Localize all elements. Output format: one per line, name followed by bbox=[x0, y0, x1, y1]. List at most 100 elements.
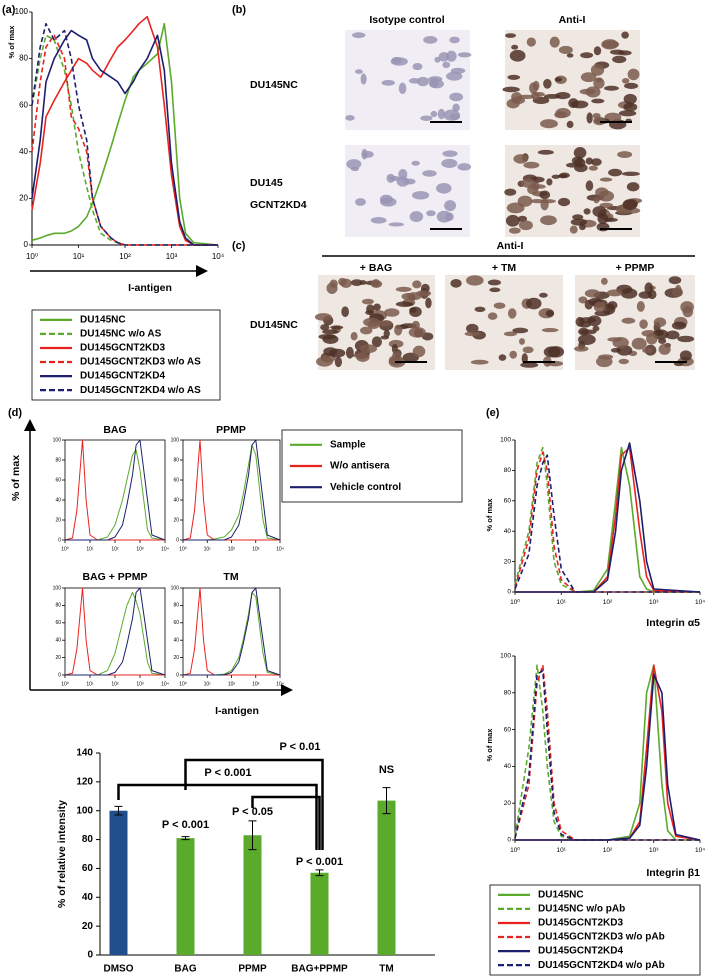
cell bbox=[329, 279, 338, 289]
y-tick-label: 0 bbox=[507, 589, 511, 596]
cell bbox=[370, 280, 383, 288]
cell bbox=[658, 338, 667, 344]
cell bbox=[585, 157, 594, 165]
x-tick-label: 10³ bbox=[136, 681, 144, 687]
cell bbox=[428, 76, 443, 82]
legend-label: DU145GCNT2KD4 w/o AS bbox=[80, 385, 201, 396]
cell bbox=[504, 188, 517, 196]
x-tick-label: 10¹ bbox=[73, 252, 85, 261]
y-axis-label: % of max bbox=[485, 728, 494, 762]
cell bbox=[593, 196, 600, 204]
x-tick-label: 10¹ bbox=[204, 681, 212, 687]
legend-label: DU145NC bbox=[538, 889, 584, 900]
y-tick-label: 20 bbox=[19, 194, 28, 203]
cell bbox=[430, 110, 438, 118]
y-axis-label: % of max bbox=[7, 25, 16, 59]
y-tick-label: 60 bbox=[55, 477, 61, 483]
cell bbox=[487, 279, 502, 286]
cell bbox=[617, 151, 633, 158]
x-tick-label: 10³ bbox=[252, 681, 260, 687]
cell bbox=[546, 178, 553, 186]
cell bbox=[395, 301, 414, 307]
cell bbox=[449, 92, 464, 102]
cell bbox=[539, 119, 558, 129]
cell bbox=[602, 304, 616, 315]
y-tick-label: 100 bbox=[53, 585, 62, 591]
cell bbox=[566, 53, 574, 58]
cell bbox=[580, 52, 594, 59]
cell bbox=[593, 116, 606, 126]
column-label: Isotype control bbox=[369, 14, 444, 26]
series-line bbox=[31, 22, 218, 246]
cell bbox=[677, 335, 695, 343]
x-axis-label: I-antigen bbox=[215, 705, 259, 717]
cell bbox=[436, 182, 452, 194]
series-line bbox=[31, 29, 218, 246]
y-tick-label: 80 bbox=[504, 467, 512, 474]
cell bbox=[540, 215, 557, 226]
y-axis-label: % of max bbox=[10, 455, 22, 501]
x-tick-label: 10¹ bbox=[557, 599, 567, 606]
cell bbox=[612, 336, 629, 349]
cell bbox=[584, 289, 600, 298]
cell bbox=[547, 346, 565, 358]
cell bbox=[530, 198, 545, 204]
cell bbox=[443, 109, 461, 121]
cell bbox=[503, 331, 518, 337]
y-tick-label: 60 bbox=[504, 498, 512, 505]
cell bbox=[420, 115, 433, 121]
y-tick-label: 60 bbox=[19, 100, 28, 109]
cell bbox=[511, 44, 519, 50]
cell bbox=[508, 227, 521, 234]
chart-title: BAG bbox=[103, 424, 126, 436]
cell bbox=[365, 310, 374, 315]
cell bbox=[383, 329, 390, 338]
cell bbox=[554, 77, 563, 82]
cell bbox=[622, 199, 638, 210]
cell bbox=[593, 77, 605, 89]
cell bbox=[606, 289, 623, 297]
cell bbox=[457, 163, 472, 171]
panel-label: (c) bbox=[232, 240, 246, 252]
y-tick-label: 100 bbox=[500, 653, 511, 660]
cell bbox=[507, 308, 517, 319]
cell bbox=[609, 49, 625, 55]
x-tick-label: 10³ bbox=[649, 599, 659, 606]
cell bbox=[539, 190, 551, 200]
cell bbox=[590, 64, 605, 76]
x-tick-label: 10³ bbox=[649, 847, 659, 854]
legend-label: DU145NC bbox=[80, 314, 126, 325]
y-tick-label: 40 bbox=[55, 497, 61, 503]
cell bbox=[507, 74, 521, 80]
series-line bbox=[65, 587, 166, 676]
y-tick-label: 0 bbox=[24, 240, 29, 249]
cell bbox=[323, 347, 338, 356]
y-tick-label: 80 bbox=[173, 603, 179, 609]
cell bbox=[445, 212, 454, 221]
series-line bbox=[514, 669, 700, 841]
x-tick-label: DMSO bbox=[104, 964, 134, 975]
y-tick-label: 40 bbox=[19, 147, 28, 156]
series-line bbox=[65, 439, 166, 541]
row-label: DU145NC bbox=[250, 79, 298, 91]
y-tick-label: 120 bbox=[76, 776, 93, 787]
x-tick-label: TM bbox=[379, 964, 393, 975]
x-tick-label: 10⁴ bbox=[695, 847, 705, 854]
y-tick-label: 80 bbox=[82, 834, 94, 845]
cell bbox=[457, 52, 472, 58]
cell bbox=[621, 77, 630, 84]
annotation: NS bbox=[379, 764, 394, 776]
cell bbox=[612, 55, 627, 64]
x-tick-label: 10² bbox=[603, 847, 613, 854]
y-tick-label: 40 bbox=[173, 497, 179, 503]
cell bbox=[392, 351, 401, 362]
cell bbox=[409, 306, 422, 318]
cell bbox=[409, 211, 424, 222]
x-axis-label: Integrin α5 bbox=[646, 617, 700, 629]
cell bbox=[578, 317, 597, 324]
cell bbox=[593, 46, 602, 56]
x-tick-label: 10² bbox=[119, 252, 131, 261]
cell bbox=[537, 149, 554, 155]
cell bbox=[583, 208, 591, 215]
cell bbox=[578, 334, 596, 345]
